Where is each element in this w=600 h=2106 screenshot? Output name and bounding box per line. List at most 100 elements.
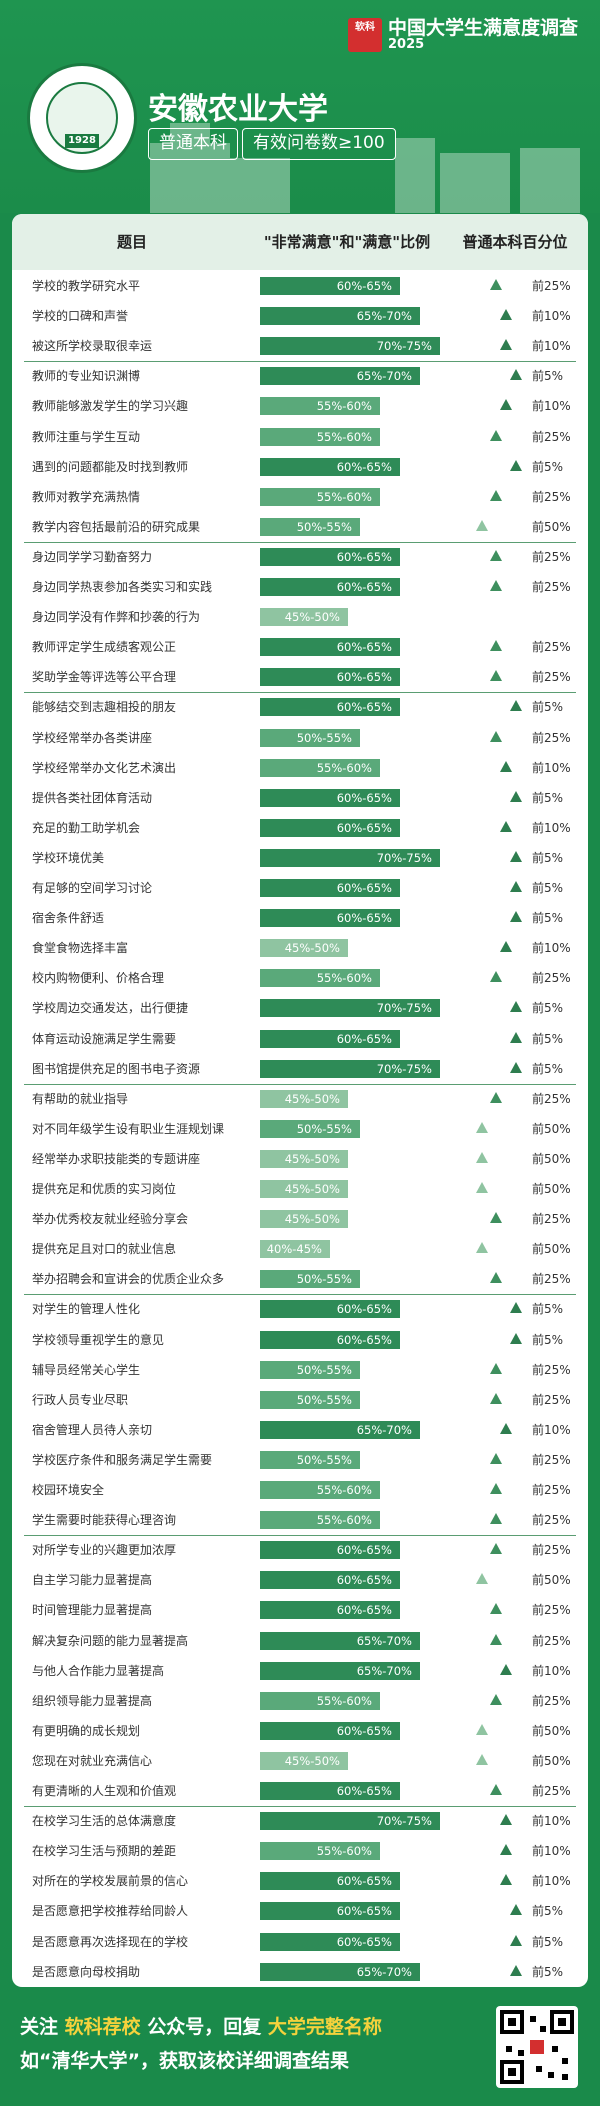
percentile-text: 前25% bbox=[532, 1091, 571, 1106]
row-label: 奖助学金等评选等公平合理 bbox=[32, 670, 177, 685]
row-label: 学校领导重视学生的意见 bbox=[32, 1332, 165, 1347]
ratio-bar: 65%-70% bbox=[260, 1631, 420, 1650]
table-row: 是否愿意向母校捐助 65%-70% 前5% bbox=[12, 1957, 588, 1987]
table-row: 教师的专业知识渊博 65%-70% 前5% bbox=[12, 361, 588, 391]
percentile-marker-icon bbox=[490, 971, 502, 983]
percentile-marker-icon bbox=[476, 1182, 488, 1193]
brand-block: 软科 中国大学生满意度调查 2025 bbox=[347, 17, 578, 52]
percentile-text: 前25% bbox=[532, 1483, 571, 1497]
footer: 关注 软科荐校 公众号，回复 大学完整名称 如“清华大学”，获取该校详细调查结果 bbox=[0, 1990, 600, 2106]
row-label: 时间管理能力显著提高 bbox=[32, 1603, 153, 1618]
row-label: 学校的口碑和声誉 bbox=[32, 309, 129, 324]
percentile-text: 前5% bbox=[532, 881, 564, 895]
percentile-text: 前25% bbox=[532, 670, 571, 685]
ratio-bar: 50%-55% bbox=[260, 1450, 360, 1469]
percentile-text: 前10% bbox=[532, 1814, 571, 1829]
row-label: 宿舍管理人员待人亲切 bbox=[32, 1422, 153, 1437]
ratio-bar: 55%-60% bbox=[260, 969, 380, 988]
row-label: 是否愿意再次选择现在的学校 bbox=[32, 1934, 189, 1949]
percentile-marker-icon bbox=[490, 549, 502, 561]
table-row: 对学生的管理人性化 60%-65% 前5% bbox=[12, 1294, 588, 1324]
ratio-bar: 45%-50% bbox=[260, 1210, 348, 1229]
row-label: 提供充足和优质的实习岗位 bbox=[32, 1182, 177, 1196]
table-row: 在校学习生活的总体满意度 70%-75% 前10% bbox=[12, 1806, 588, 1836]
percentile-text: 前10% bbox=[532, 760, 571, 775]
percentile-text: 前50% bbox=[532, 1723, 571, 1738]
ratio-bar: 55%-60% bbox=[260, 397, 380, 416]
table-row: 身边同学没有作弊和抄袭的行为 45%-50% bbox=[12, 602, 588, 632]
ratio-bar: 60%-65% bbox=[260, 668, 400, 687]
table-row: 有足够的空间学习讨论 60%-65% 前5% bbox=[12, 873, 588, 903]
ratio-bar: 60%-65% bbox=[260, 1029, 400, 1048]
ratio-bar: 60%-65% bbox=[260, 1721, 400, 1740]
ratio-bar: 60%-65% bbox=[260, 547, 400, 566]
table-row: 体育运动设施满足学生需要 60%-65% 前5% bbox=[12, 1024, 588, 1054]
ratio-bar: 60%-65% bbox=[260, 1541, 400, 1560]
percentile-marker-icon bbox=[500, 1663, 512, 1675]
ratio-bar: 60%-65% bbox=[260, 578, 400, 596]
percentile-text: 前5% bbox=[532, 850, 564, 865]
table-row: 组织领导能力显著提高 55%-60% 前25% bbox=[12, 1686, 588, 1716]
row-label: 对所在的学校发展前景的信心 bbox=[32, 1874, 189, 1889]
qr-code[interactable] bbox=[496, 2006, 578, 2088]
row-label: 被这所学校录取很幸运 bbox=[32, 339, 153, 354]
row-label: 对不同年级学生设有职业生涯规划课 bbox=[32, 1121, 225, 1136]
ratio-bar: 70%-75% bbox=[260, 848, 440, 867]
percentile-marker-icon bbox=[510, 1001, 522, 1013]
table-row: 能够结交到志趣相投的朋友 60%-65% 前5% bbox=[12, 692, 588, 722]
group-divider bbox=[24, 1294, 576, 1296]
table-row: 您现在对就业充满信心 45%-50% 前50% bbox=[12, 1746, 588, 1776]
header-ratio: "非常满意"和"满意"比例 bbox=[263, 233, 431, 251]
row-label: 教学内容包括最前沿的研究成果 bbox=[32, 519, 201, 534]
table-row: 学校周边交通发达，出行便捷 70%-75% 前5% bbox=[12, 993, 588, 1023]
row-label: 学校医疗条件和服务满足学生需要 bbox=[32, 1452, 213, 1467]
row-label: 教师能够激发学生的学习兴趣 bbox=[32, 399, 189, 414]
row-label: 有更清晰的人生观和价值观 bbox=[32, 1784, 177, 1798]
percentile-marker-icon bbox=[490, 1212, 502, 1224]
ratio-bar: 55%-60% bbox=[260, 487, 380, 506]
row-label: 学校的教学研究水平 bbox=[32, 279, 141, 293]
percentile-marker-icon bbox=[510, 1934, 522, 1946]
percentile-text: 前25% bbox=[532, 730, 571, 745]
table-row: 与他人合作能力显著提高 65%-70% 前10% bbox=[12, 1656, 588, 1686]
group-divider bbox=[24, 541, 576, 543]
ratio-bar: 60%-65% bbox=[260, 818, 400, 837]
table-row: 有更清晰的人生观和价值观 60%-65% 前25% bbox=[12, 1776, 588, 1806]
percentile-marker-icon bbox=[476, 1151, 488, 1163]
percentile-text: 前10% bbox=[532, 339, 571, 354]
percentile-text: 前50% bbox=[532, 1573, 571, 1588]
row-label: 充足的勤工助学机会 bbox=[32, 820, 141, 835]
percentile-text: 前5% bbox=[532, 459, 564, 474]
row-label: 学校经常举办各类讲座 bbox=[32, 730, 153, 745]
percentile-marker-icon bbox=[500, 1874, 512, 1886]
sample-tag: 有效问卷数≥100 bbox=[242, 128, 396, 160]
percentile-text: 前5% bbox=[532, 1964, 564, 1979]
percentile-text: 前25% bbox=[532, 1362, 571, 1377]
row-label: 学生需要时能获得心理咨询 bbox=[32, 1513, 177, 1528]
row-label: 解决复杂问题的能力显著提高 bbox=[32, 1633, 189, 1648]
percentile-text: 前25% bbox=[532, 1543, 571, 1558]
table-row: 自主学习能力显著提高 60%-65% 前50% bbox=[12, 1565, 588, 1595]
header-topic: 题目 bbox=[116, 233, 147, 251]
ratio-bar: 60%-65% bbox=[260, 457, 400, 476]
percentile-text: 前5% bbox=[532, 1904, 564, 1919]
row-label: 经常举办求职技能类的专题讲座 bbox=[32, 1151, 201, 1166]
percentile-text: 前25% bbox=[532, 1633, 571, 1648]
ratio-bar: 70%-75% bbox=[260, 999, 440, 1018]
percentile-marker-icon bbox=[490, 640, 502, 652]
row-label: 体育运动设施满足学生需要 bbox=[32, 1031, 177, 1046]
ratio-bar: 55%-60% bbox=[260, 1511, 380, 1530]
brand-logo: 软科 bbox=[347, 18, 382, 52]
ratio-bar: 55%-60% bbox=[260, 758, 380, 777]
ratio-bar: 60%-65% bbox=[260, 638, 400, 657]
table-row: 学校的教学研究水平 60%-65% 前25% bbox=[12, 271, 588, 301]
percentile-marker-icon bbox=[476, 1121, 488, 1133]
percentile-marker-icon bbox=[490, 489, 502, 501]
table-row: 奖助学金等评选等公平合理 60%-65% 前25% bbox=[12, 662, 588, 692]
percentile-text: 前25% bbox=[532, 1212, 571, 1227]
row-label: 教师评定学生成绩客观公正 bbox=[32, 640, 177, 655]
ratio-bar: 60%-65% bbox=[260, 1872, 400, 1891]
brand-title: 中国大学生满意度调查 bbox=[387, 17, 578, 39]
percentile-text: 前25% bbox=[532, 1272, 571, 1287]
percentile-text: 前10% bbox=[532, 1874, 571, 1889]
